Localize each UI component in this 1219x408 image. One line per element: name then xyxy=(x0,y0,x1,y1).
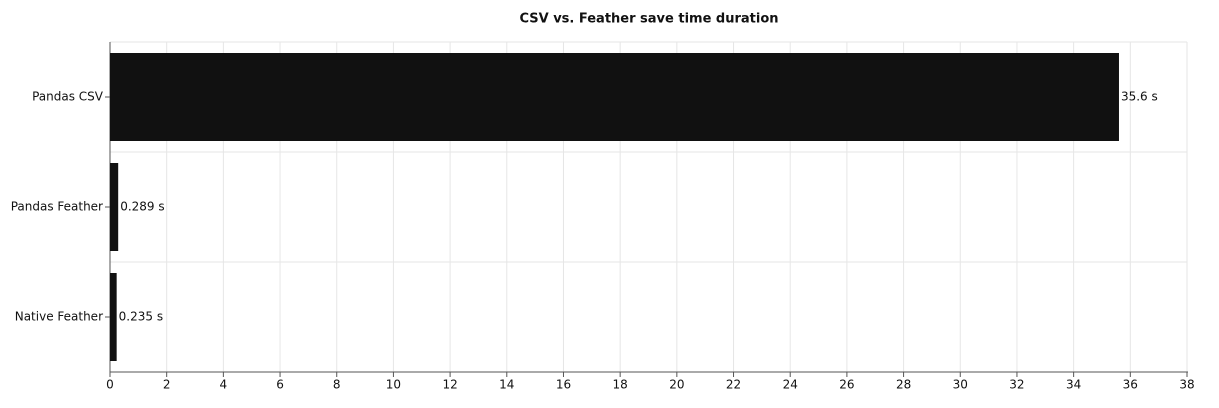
x-tick-label: 16 xyxy=(556,378,571,392)
x-tick-label: 0 xyxy=(106,378,114,392)
x-tick-label: 6 xyxy=(276,378,284,392)
x-tick-label: 34 xyxy=(1066,378,1081,392)
chart-title: CSV vs. Feather save time duration xyxy=(519,12,778,27)
x-tick-label: 32 xyxy=(1009,378,1024,392)
x-tick-label: 2 xyxy=(163,378,171,392)
x-tick-label: 4 xyxy=(220,378,228,392)
x-tick-label: 10 xyxy=(386,378,401,392)
y-tick-label: Native Feather xyxy=(15,310,103,324)
x-tick-label: 20 xyxy=(669,378,684,392)
y-tick-label: Pandas Feather xyxy=(11,200,103,214)
y-tick-label: Pandas CSV xyxy=(32,90,104,104)
x-tick-label: 38 xyxy=(1179,378,1194,392)
x-tick-label: 36 xyxy=(1123,378,1138,392)
x-tick-label: 28 xyxy=(896,378,911,392)
x-tick-label: 30 xyxy=(953,378,968,392)
value-label: 0.289 s xyxy=(120,200,164,214)
x-tick-label: 26 xyxy=(839,378,854,392)
x-tick-label: 14 xyxy=(499,378,514,392)
value-label: 0.235 s xyxy=(119,310,163,324)
bar xyxy=(110,273,117,361)
value-label: 35.6 s xyxy=(1121,90,1158,104)
bar xyxy=(110,163,119,251)
x-tick-label: 12 xyxy=(442,378,457,392)
bar xyxy=(110,53,1119,141)
x-tick-label: 24 xyxy=(783,378,798,392)
x-tick-label: 22 xyxy=(726,378,741,392)
x-tick-label: 18 xyxy=(613,378,628,392)
x-tick-label: 8 xyxy=(333,378,341,392)
